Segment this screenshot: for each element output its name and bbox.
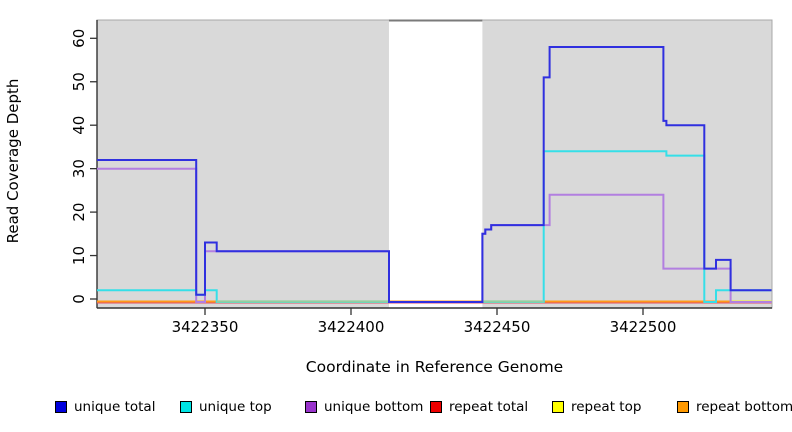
y-axis-title: Read Coverage Depth (4, 78, 22, 244)
y-tick-label: 30 (70, 159, 88, 178)
y-tick-label: 40 (70, 116, 88, 135)
legend-item-repeat-top: repeat top (552, 398, 641, 416)
x-tick-label: 3422400 (318, 318, 385, 336)
x-axis-title: Coordinate in Reference Genome (305, 358, 564, 376)
y-tick-label: 60 (70, 29, 88, 48)
series-line-unique-total (97, 46, 772, 303)
legend-swatch (677, 401, 689, 413)
legend-swatch (305, 401, 317, 413)
y-tick-label: 50 (70, 72, 88, 91)
x-tick-label: 3422350 (172, 318, 239, 336)
legend: unique total unique top unique bottom repea… (0, 398, 792, 422)
legend-label: repeat total (449, 399, 529, 415)
highlight-band (388, 20, 483, 308)
legend-label: repeat bottom (696, 399, 792, 415)
y-tick-label: 10 (70, 246, 88, 265)
legend-item-repeat-bottom: repeat bottom (677, 398, 792, 416)
legend-label: unique total (74, 399, 156, 415)
x-tick-label: 3422500 (610, 318, 677, 336)
legend-swatch (430, 401, 442, 413)
y-tick-label: 20 (70, 203, 88, 222)
x-tick-label: 3422450 (464, 318, 531, 336)
legend-swatch (552, 401, 564, 413)
legend-item-unique-bottom: unique bottom (305, 398, 423, 416)
legend-swatch (55, 401, 67, 413)
legend-label: unique bottom (324, 399, 424, 415)
legend-label: unique top (199, 399, 272, 415)
legend-swatch (180, 401, 192, 413)
legend-item-unique-total: unique total (55, 398, 155, 416)
y-tick-label: 0 (70, 294, 88, 304)
legend-label: repeat top (571, 399, 642, 415)
legend-item-repeat-total: repeat total (430, 398, 528, 416)
legend-item-unique-top: unique top (180, 398, 272, 416)
